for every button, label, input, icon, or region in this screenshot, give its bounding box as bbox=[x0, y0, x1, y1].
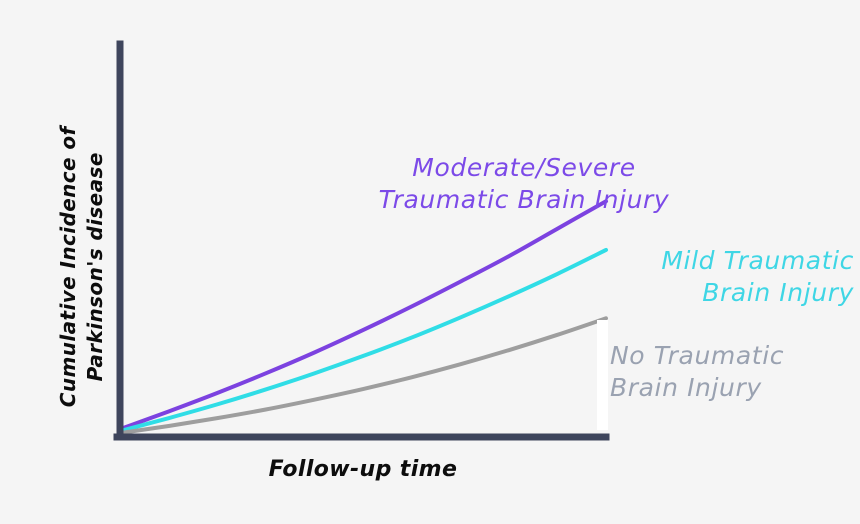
blank-patch-artifact bbox=[597, 320, 608, 430]
series-line-no-tbi bbox=[118, 316, 608, 436]
axis-group bbox=[113, 40, 610, 441]
series-label-no-tbi: No Traumatic Brain Injury bbox=[610, 341, 785, 402]
series-line-moderate-severe-tbi bbox=[118, 199, 608, 432]
series-label-mild-tbi: Mild Traumatic Brain Injury bbox=[661, 246, 854, 307]
y-axis-title: Cumulative Incidence of Parkinson's dise… bbox=[56, 126, 107, 408]
series-label-moderate-severe-tbi: Moderate/Severe Traumatic Brain Injury bbox=[378, 153, 670, 214]
series-group bbox=[118, 199, 608, 436]
x-axis-title: Follow-up time bbox=[268, 457, 458, 482]
series-line-mild-tbi bbox=[118, 247, 608, 434]
